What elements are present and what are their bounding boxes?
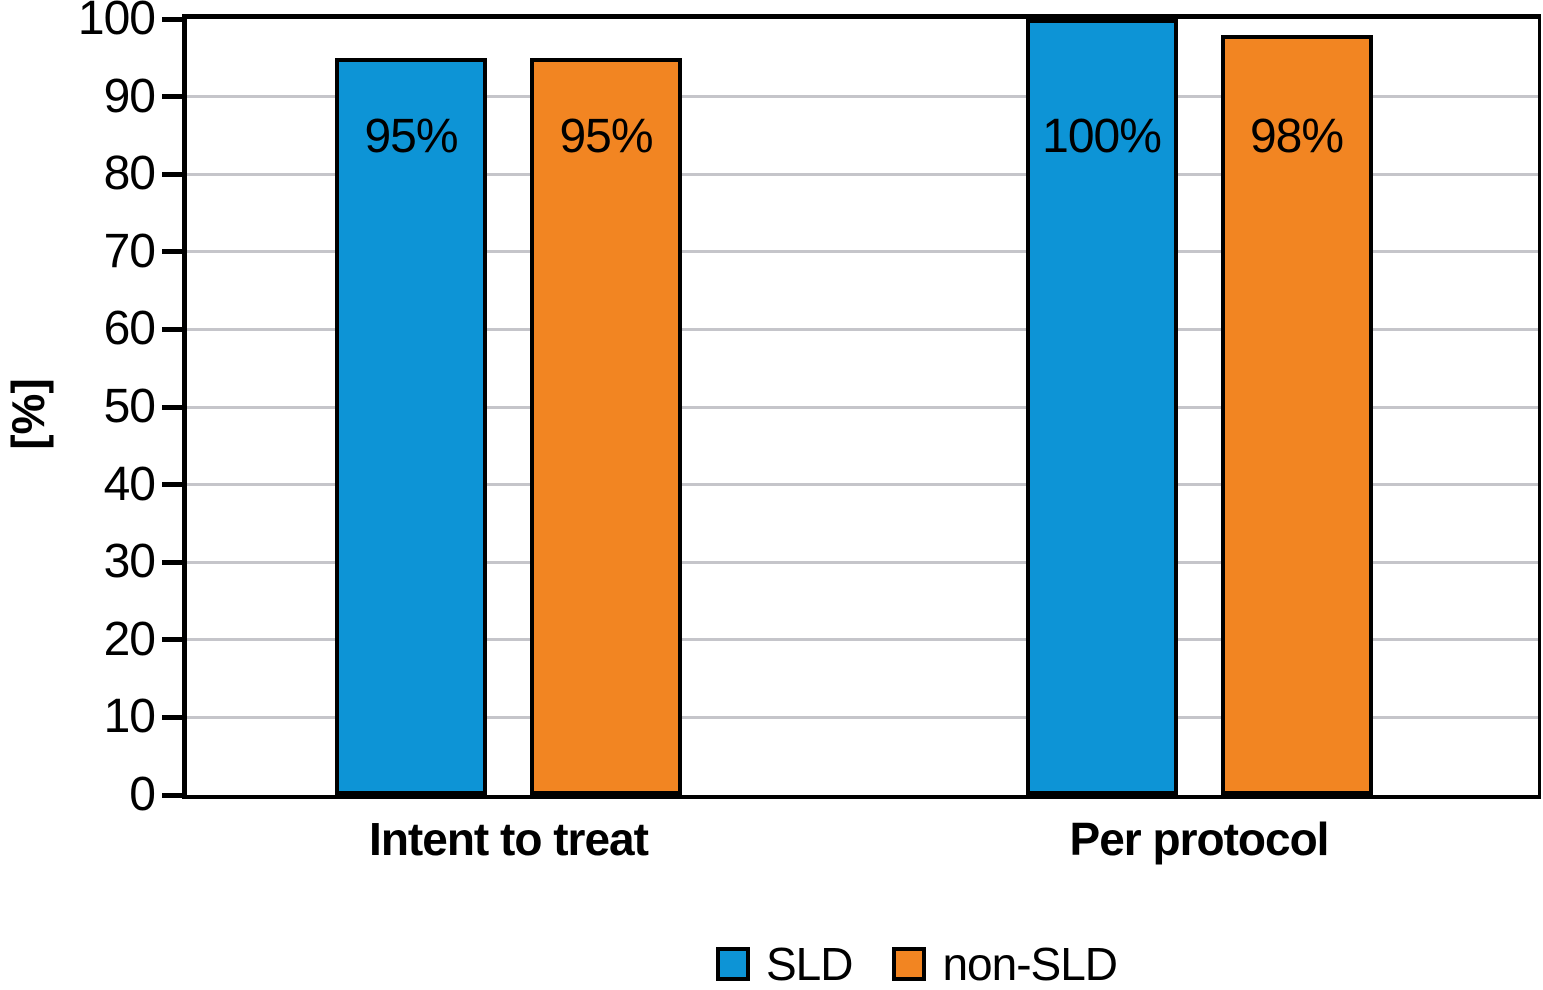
category-label-per-protocol: Per protocol <box>1069 813 1330 865</box>
y-axis-tick-30 <box>162 559 182 565</box>
y-axis-tick-label-0: 0 <box>129 768 156 821</box>
y-axis-tick-label-50: 50 <box>103 380 156 433</box>
bar-value-label: 95% <box>559 110 653 163</box>
y-axis-tick-50 <box>162 404 182 410</box>
legend-label-non-sld: non-SLD <box>942 938 1118 990</box>
bar-sld-intent-to-treat <box>335 57 487 795</box>
bar-non-sld-per-protocol <box>1220 34 1373 795</box>
gridline-90 <box>187 95 1538 99</box>
legend: SLD non-SLD <box>0 938 1543 990</box>
y-axis-tick-60 <box>162 326 182 332</box>
legend-swatch-sld-icon <box>715 947 750 981</box>
y-axis-tick-label-80: 80 <box>103 147 156 201</box>
bar-sld-per-protocol <box>1025 19 1178 795</box>
y-axis-tick-100 <box>162 16 182 22</box>
category-label-intent-to-treat: Intent to treat <box>369 813 649 865</box>
y-axis-tick-label-60: 60 <box>103 302 156 356</box>
y-axis-tick-70 <box>162 249 182 255</box>
y-axis-tick-label-40: 40 <box>103 457 156 511</box>
bar-value-label: 98% <box>1249 110 1344 163</box>
y-axis-tick-80 <box>162 171 182 177</box>
legend-label-sld: SLD <box>765 938 853 990</box>
bar-non-sld-intent-to-treat <box>530 57 682 795</box>
gridline-20 <box>187 638 1538 642</box>
y-axis-tick-10 <box>162 714 182 720</box>
gridline-40 <box>187 483 1538 487</box>
gridline-60 <box>187 327 1538 331</box>
y-axis-tick-label-20: 20 <box>103 612 156 666</box>
gridline-10 <box>187 715 1538 719</box>
gridline-80 <box>187 172 1538 176</box>
y-axis-tick-label-30: 30 <box>103 535 156 589</box>
y-axis-tick-0 <box>162 792 182 798</box>
y-axis-tick-label-10: 10 <box>103 690 156 744</box>
y-axis-tick-label-100: 100 <box>77 0 156 45</box>
legend-swatch-non-sld-icon <box>892 947 927 981</box>
legend-item-non-sld: non-SLD <box>892 938 1118 990</box>
bar-value-label: 95% <box>364 110 458 163</box>
gridline-70 <box>187 250 1538 254</box>
y-axis-tick-90 <box>162 94 182 100</box>
y-axis-tick-label-70: 70 <box>103 224 156 278</box>
gridline-50 <box>187 405 1538 409</box>
bar-value-label: 100% <box>1042 110 1162 163</box>
legend-item-sld: SLD <box>715 938 853 990</box>
plot-area: 0 10 20 30 40 50 60 70 80 90 100 95% 95% Intent to tr… <box>78 0 1541 864</box>
y-axis-tick-label-90: 90 <box>103 69 156 123</box>
y-axis-tick-20 <box>162 637 182 643</box>
gridline-30 <box>187 560 1538 564</box>
y-axis-tick-40 <box>162 482 182 488</box>
